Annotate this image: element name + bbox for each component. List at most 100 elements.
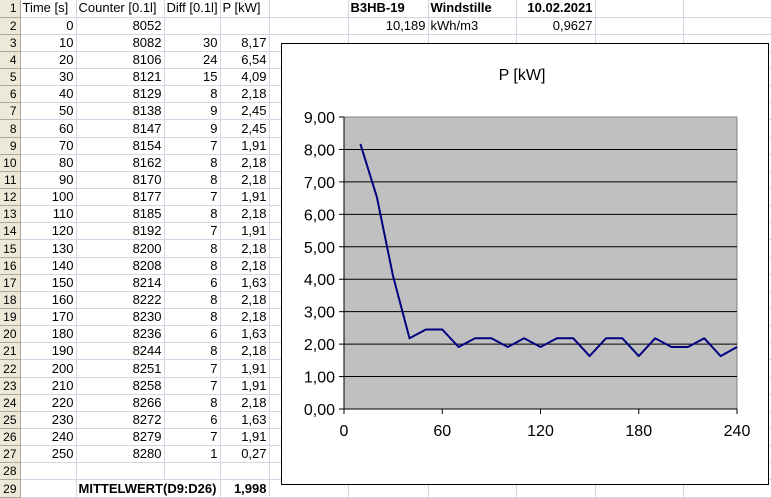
cell[interactable] [76, 462, 165, 481]
power-cell[interactable]: 4,09 [220, 68, 270, 87]
power-cell[interactable]: 6,54 [220, 51, 270, 70]
counter-cell[interactable]: 8147 [76, 119, 165, 138]
counter-cell[interactable]: 8170 [76, 171, 165, 190]
header-cell[interactable]: Time [s] [20, 0, 77, 18]
time-cell[interactable]: 10 [20, 34, 77, 52]
header-cell[interactable]: Diff [0.1l] [164, 0, 221, 18]
time-cell[interactable]: 90 [20, 171, 77, 190]
counter-cell[interactable]: 8052 [76, 17, 165, 35]
meta-date-cell[interactable]: 10.02.2021 [516, 0, 596, 18]
diff-cell[interactable]: 8 [164, 342, 221, 361]
counter-cell[interactable]: 8251 [76, 359, 165, 378]
time-cell[interactable]: 230 [20, 411, 77, 430]
counter-cell[interactable]: 8129 [76, 85, 165, 104]
counter-cell[interactable]: 8121 [76, 68, 165, 87]
time-cell[interactable]: 120 [20, 222, 77, 241]
counter-cell[interactable]: 8208 [76, 257, 165, 275]
time-cell[interactable]: 150 [20, 274, 77, 292]
power-cell[interactable]: 2,18 [220, 394, 270, 412]
counter-cell[interactable]: 8154 [76, 137, 165, 155]
cell[interactable] [595, 0, 684, 18]
power-cell[interactable]: 2,18 [220, 171, 270, 190]
power-cell[interactable]: 2,18 [220, 85, 270, 104]
counter-cell[interactable]: 8222 [76, 291, 165, 310]
meta-factor-unit-cell[interactable]: kWh/m3 [428, 17, 517, 35]
row-header[interactable]: 3 [0, 34, 21, 52]
diff-cell[interactable]: 24 [164, 51, 221, 70]
power-cell[interactable]: 1,63 [220, 325, 270, 344]
power-cell[interactable]: 0,27 [220, 445, 270, 464]
meta-condition-cell[interactable]: Windstille [428, 0, 517, 18]
counter-cell[interactable]: 8138 [76, 102, 165, 121]
row-header[interactable]: 14 [0, 222, 21, 241]
diff-cell[interactable]: 8 [164, 205, 221, 224]
diff-cell[interactable]: 8 [164, 239, 221, 258]
row-header[interactable]: 27 [0, 445, 21, 464]
diff-cell[interactable]: 8 [164, 394, 221, 412]
header-cell[interactable]: Counter [0.1l] [76, 0, 165, 18]
row-header[interactable]: 25 [0, 411, 21, 430]
counter-cell[interactable]: 8200 [76, 239, 165, 258]
cell[interactable] [164, 462, 221, 481]
power-cell[interactable]: 1,63 [220, 274, 270, 292]
time-cell[interactable]: 50 [20, 102, 77, 121]
counter-cell[interactable]: 8272 [76, 411, 165, 430]
diff-cell[interactable]: 9 [164, 119, 221, 138]
diff-cell[interactable]: 6 [164, 411, 221, 430]
chart-area[interactable]: 0,00 1,00 2,00 3,00 4,00 5,00 6,00 7,00 8,00 9,00… [281, 43, 769, 485]
row-header[interactable]: 22 [0, 359, 21, 378]
time-cell[interactable]: 240 [20, 428, 77, 447]
summary-label-cell[interactable]: MITTELWERT(D9:D26) [76, 479, 221, 498]
counter-cell[interactable]: 8082 [76, 34, 165, 52]
counter-cell[interactable]: 8230 [76, 308, 165, 327]
row-header[interactable]: 23 [0, 377, 21, 395]
time-cell[interactable]: 180 [20, 325, 77, 344]
row-header[interactable]: 15 [0, 239, 21, 258]
power-cell[interactable]: 2,45 [220, 119, 270, 138]
counter-cell[interactable]: 8280 [76, 445, 165, 464]
power-cell[interactable] [220, 17, 270, 35]
time-cell[interactable]: 160 [20, 291, 77, 310]
power-cell[interactable]: 2,18 [220, 239, 270, 258]
diff-cell[interactable]: 8 [164, 85, 221, 104]
row-header[interactable]: 24 [0, 394, 21, 412]
power-cell[interactable]: 2,18 [220, 205, 270, 224]
diff-cell[interactable]: 8 [164, 308, 221, 327]
cell[interactable] [20, 479, 77, 498]
counter-cell[interactable]: 8279 [76, 428, 165, 447]
time-cell[interactable]: 20 [20, 51, 77, 70]
row-header[interactable]: 9 [0, 137, 21, 155]
row-header[interactable]: 16 [0, 257, 21, 275]
counter-cell[interactable]: 8258 [76, 377, 165, 395]
row-header[interactable]: 5 [0, 68, 21, 87]
diff-cell[interactable]: 8 [164, 257, 221, 275]
summary-value-cell[interactable]: 1,998 [220, 479, 270, 498]
cell[interactable] [20, 462, 77, 481]
time-cell[interactable]: 190 [20, 342, 77, 361]
diff-cell[interactable]: 7 [164, 222, 221, 241]
diff-cell[interactable] [164, 17, 221, 35]
time-cell[interactable]: 250 [20, 445, 77, 464]
cell[interactable] [595, 17, 684, 35]
meta-id-cell[interactable]: B3HB-19 [348, 0, 429, 18]
row-header[interactable]: 11 [0, 171, 21, 190]
time-cell[interactable]: 210 [20, 377, 77, 395]
row-header[interactable]: 18 [0, 291, 21, 310]
time-cell[interactable]: 110 [20, 205, 77, 224]
power-cell[interactable]: 1,91 [220, 222, 270, 241]
power-cell[interactable]: 1,63 [220, 411, 270, 430]
meta-factor-cell[interactable]: 10,189 [348, 17, 429, 35]
row-header[interactable]: 8 [0, 119, 21, 138]
row-header[interactable]: 12 [0, 188, 21, 207]
time-cell[interactable]: 200 [20, 359, 77, 378]
time-cell[interactable]: 80 [20, 154, 77, 172]
time-cell[interactable]: 170 [20, 308, 77, 327]
counter-cell[interactable]: 8266 [76, 394, 165, 412]
diff-cell[interactable]: 9 [164, 102, 221, 121]
power-cell[interactable]: 2,18 [220, 257, 270, 275]
time-cell[interactable]: 70 [20, 137, 77, 155]
row-header[interactable]: 19 [0, 308, 21, 327]
row-header[interactable]: 7 [0, 102, 21, 121]
counter-cell[interactable]: 8177 [76, 188, 165, 207]
time-cell[interactable]: 30 [20, 68, 77, 87]
